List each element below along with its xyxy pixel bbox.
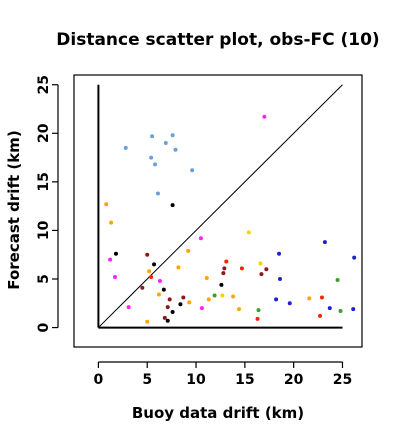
data-point bbox=[338, 309, 343, 314]
data-point bbox=[322, 240, 327, 245]
data-point bbox=[140, 285, 145, 290]
data-point bbox=[104, 202, 109, 207]
data-point bbox=[145, 252, 150, 257]
data-point bbox=[199, 306, 204, 311]
identity-diagonal-line bbox=[98, 84, 343, 328]
data-point bbox=[113, 275, 118, 280]
data-point bbox=[221, 271, 226, 276]
data-point bbox=[277, 277, 282, 281]
data-point bbox=[206, 297, 211, 302]
data-point bbox=[220, 293, 225, 298]
data-point bbox=[318, 313, 323, 318]
data-point bbox=[145, 319, 150, 324]
data-point bbox=[219, 282, 224, 287]
x-tick-label: 10 bbox=[186, 372, 206, 388]
data-point bbox=[262, 114, 267, 119]
data-point bbox=[190, 168, 195, 173]
data-point bbox=[181, 295, 186, 300]
data-point bbox=[222, 266, 227, 271]
y-tick-label: 5 bbox=[36, 274, 52, 284]
data-point bbox=[162, 315, 167, 320]
data-points bbox=[104, 114, 357, 324]
data-point bbox=[246, 230, 251, 235]
data-point bbox=[167, 297, 172, 302]
y-tick-label: 0 bbox=[36, 322, 52, 332]
data-point bbox=[231, 294, 236, 299]
data-point bbox=[109, 220, 114, 225]
data-point bbox=[155, 191, 160, 196]
data-point bbox=[165, 305, 170, 310]
data-point bbox=[152, 262, 157, 267]
data-point bbox=[274, 297, 279, 302]
data-point bbox=[153, 162, 158, 167]
data-point bbox=[287, 301, 292, 306]
plot-frame bbox=[73, 74, 363, 348]
data-point bbox=[126, 305, 131, 310]
x-tick-label: 5 bbox=[142, 372, 152, 388]
data-point bbox=[277, 251, 282, 256]
data-point bbox=[255, 316, 260, 321]
data-point bbox=[224, 259, 229, 264]
data-point bbox=[319, 295, 324, 300]
y-tick-label: 20 bbox=[36, 123, 52, 143]
data-point bbox=[165, 318, 170, 323]
data-point bbox=[256, 308, 261, 313]
data-point bbox=[123, 145, 128, 150]
data-point bbox=[264, 267, 269, 272]
data-point bbox=[186, 248, 191, 253]
data-point bbox=[239, 266, 244, 271]
data-point bbox=[173, 147, 178, 152]
data-point bbox=[178, 302, 183, 307]
data-point bbox=[176, 265, 181, 270]
x-tick-label: 20 bbox=[284, 372, 304, 388]
y-tick-label: 10 bbox=[36, 220, 52, 240]
data-point bbox=[149, 275, 154, 280]
x-tick-label: 15 bbox=[235, 372, 254, 388]
data-point bbox=[157, 278, 162, 283]
data-point bbox=[149, 155, 154, 160]
data-point bbox=[108, 257, 113, 262]
data-point bbox=[335, 277, 340, 282]
data-point bbox=[259, 272, 264, 277]
data-point bbox=[204, 276, 209, 281]
data-point bbox=[113, 251, 118, 256]
data-point bbox=[147, 269, 152, 274]
data-point bbox=[198, 236, 203, 241]
data-point bbox=[327, 306, 332, 311]
y-tick-label: 15 bbox=[36, 172, 52, 191]
y-axis: 0 5 10 15 20 25 bbox=[36, 75, 59, 332]
data-point bbox=[351, 307, 356, 312]
reference-lines bbox=[97, 84, 343, 329]
x-tick-label: 0 bbox=[94, 372, 104, 388]
data-point bbox=[156, 292, 161, 297]
chart-title: Distance scatter plot, obs-FC (10) bbox=[56, 30, 379, 50]
data-point bbox=[187, 300, 192, 305]
data-point bbox=[258, 261, 263, 266]
data-point bbox=[170, 133, 175, 138]
data-point bbox=[352, 255, 357, 260]
data-point bbox=[163, 141, 168, 145]
data-point bbox=[307, 296, 312, 301]
y-axis-label: Forecast drift (km) bbox=[5, 130, 23, 289]
data-point bbox=[170, 203, 175, 208]
x-axis: 0 5 10 15 20 25 bbox=[94, 361, 352, 388]
x-tick-label: 25 bbox=[333, 372, 352, 388]
data-point bbox=[212, 293, 217, 298]
x-axis-label: Buoy data drift (km) bbox=[132, 404, 304, 422]
data-point bbox=[170, 310, 175, 315]
data-point bbox=[236, 307, 241, 312]
data-point bbox=[161, 287, 166, 292]
data-point bbox=[150, 134, 155, 139]
y-tick-label: 25 bbox=[36, 75, 52, 94]
